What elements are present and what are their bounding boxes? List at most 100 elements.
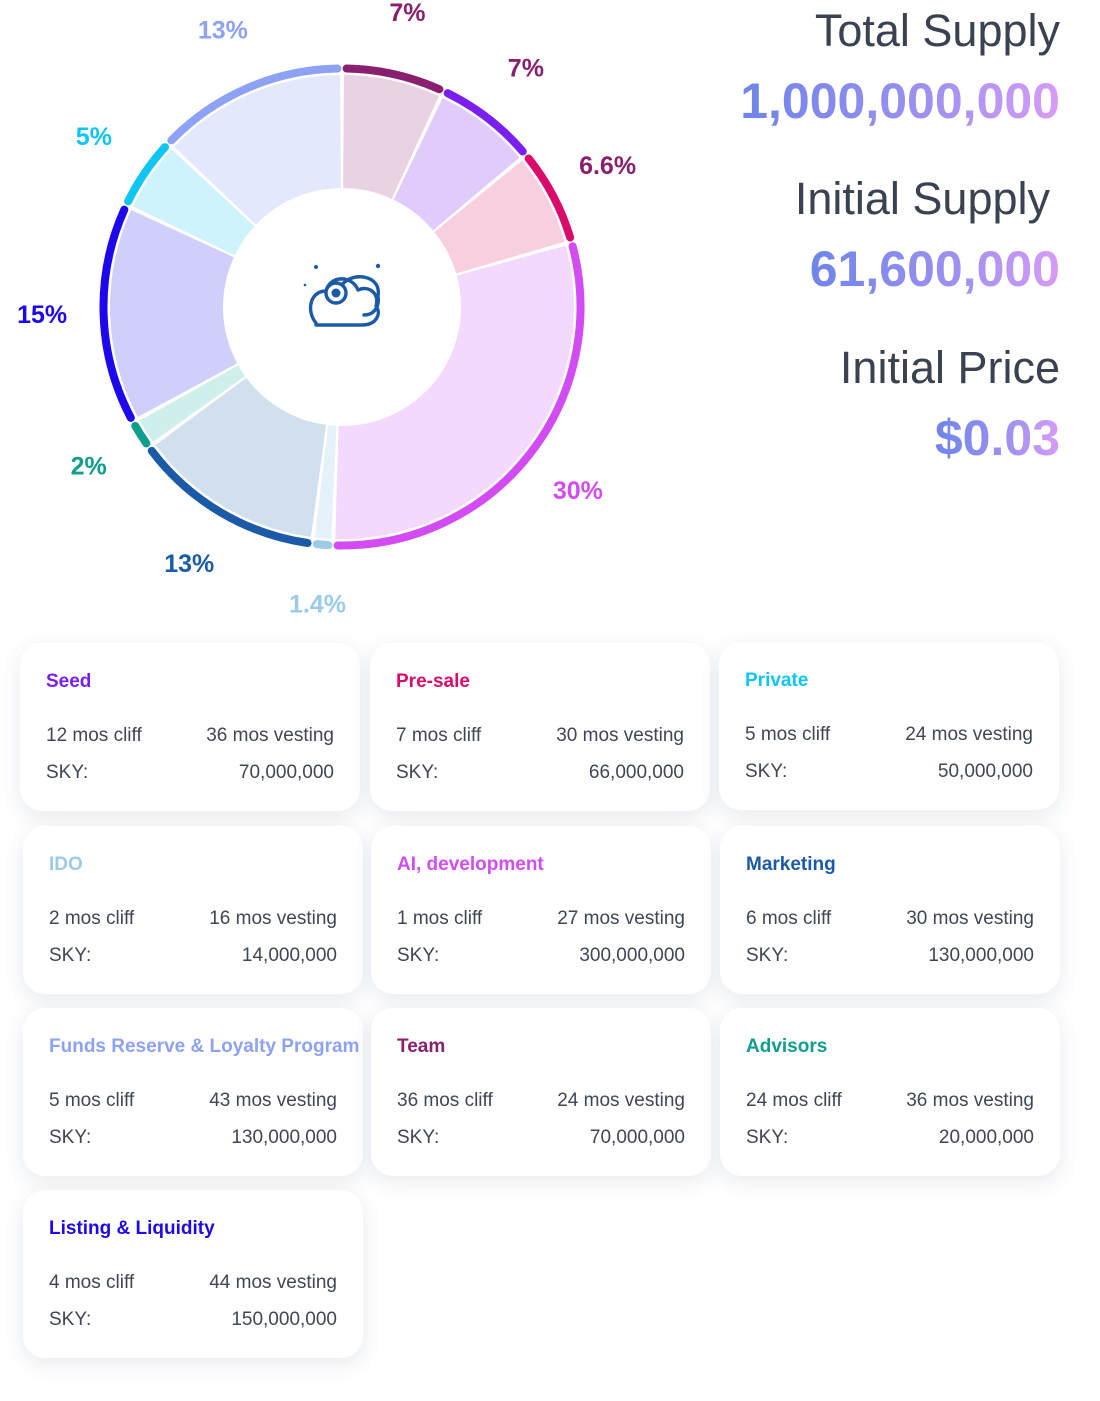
card-amount: 150,000,000	[231, 1309, 337, 1330]
card-title: Advisors	[746, 1036, 828, 1057]
donut-percent-labels: 7% 7% 6.6% 30% 1.4% 13% 2% 15% 5% 13%	[17, 0, 636, 619]
card-sky-label: SKY:	[49, 1309, 92, 1330]
card-cliff: 24 mos cliff	[746, 1090, 842, 1111]
card-vesting: 24 mos vesting	[905, 724, 1033, 745]
slice-fill-ido	[314, 425, 337, 539]
card-sky-label: SKY:	[396, 762, 439, 783]
card-vesting: 30 mos vesting	[906, 908, 1034, 929]
card-sky-label: SKY:	[397, 945, 440, 966]
card-cliff: 12 mos cliff	[46, 725, 142, 746]
card-title: Seed	[46, 671, 92, 692]
slice-band-advisors	[131, 421, 151, 448]
card-title: AI, development	[397, 854, 544, 875]
slice-fill-funds-reserve-loyalty-program	[174, 75, 341, 225]
card-amount: 66,000,000	[588, 762, 684, 783]
cloud-eye-icon	[303, 263, 381, 327]
card-title: Marketing	[746, 854, 836, 875]
slice-fill-team	[343, 75, 439, 199]
slice-fill-listing-liquidity	[109, 210, 238, 417]
card-amount: 50,000,000	[937, 761, 1033, 782]
allocation-card-team: Team 36 mos cliff 24 mos vesting SKY: 70,0…	[371, 1008, 711, 1176]
card-vesting: 43 mos vesting	[209, 1090, 337, 1111]
percent-label-team: 7%	[389, 0, 425, 27]
allocation-card-listing-liquidity: Listing & Liquidity 4 mos cliff 44 mos ve…	[23, 1190, 363, 1358]
card-vesting: 44 mos vesting	[209, 1272, 337, 1293]
card-sky-label: SKY:	[746, 945, 789, 966]
initial-supply-value: 61,600,000	[809, 241, 1060, 297]
slice-fill-ai-development	[335, 245, 575, 539]
allocation-card-seed: Seed 12 mos cliff 36 mos vesting SKY: 70,0…	[20, 643, 360, 811]
percent-label-private: 5%	[76, 123, 112, 151]
percent-label-pre-sale: 6.6%	[579, 152, 636, 180]
card-sky-label: SKY:	[746, 1127, 789, 1148]
card-title: Funds Reserve & Loyalty Program	[49, 1036, 360, 1057]
slice-fill-pre-sale	[434, 160, 565, 274]
card-sky-label: SKY:	[745, 761, 788, 782]
slice-band-pre-sale	[524, 154, 575, 242]
slice-fill-seed	[393, 97, 520, 231]
percent-label-advisors: 2%	[71, 452, 107, 480]
card-vesting: 36 mos vesting	[906, 1090, 1034, 1111]
card-title: IDO	[49, 854, 83, 875]
slice-fill-marketing	[155, 377, 327, 537]
percent-label-seed: 7%	[508, 55, 544, 83]
card-vesting: 30 mos vesting	[556, 725, 684, 746]
slice-band-seed	[443, 89, 527, 156]
initial-price-title: Initial Price	[839, 342, 1060, 393]
allocation-card-ai-development: AI, development 1 mos cliff 27 mos vestin…	[371, 826, 711, 994]
initial-price-value: $0.03	[934, 410, 1060, 466]
card-cliff: 6 mos cliff	[746, 908, 832, 929]
slice-band-private	[124, 143, 170, 206]
card-amount: 20,000,000	[938, 1127, 1034, 1148]
percent-label-funds-reserve-loyalty-program: 13%	[198, 16, 248, 44]
allocation-card-private: Private 5 mos cliff 24 mos vesting SKY: 50…	[719, 642, 1059, 810]
allocation-card-ido: IDO 2 mos cliff 16 mos vesting SKY: 14,000…	[23, 826, 363, 994]
allocation-card-marketing: Marketing 6 mos cliff 30 mos vesting SKY:…	[720, 826, 1060, 994]
card-cliff: 36 mos cliff	[397, 1090, 493, 1111]
slice-band-team	[342, 64, 444, 94]
initial-supply-title: Initial Supply	[794, 173, 1050, 224]
slice-band-marketing	[147, 446, 312, 548]
percent-label-ai-development: 30%	[553, 477, 603, 505]
card-cliff: 1 mos cliff	[397, 908, 483, 929]
allocation-card-funds-reserve: Funds Reserve & Loyalty Program 5 mos cl…	[23, 1008, 363, 1176]
percent-label-listing-liquidity: 15%	[17, 301, 67, 329]
card-sky-label: SKY:	[397, 1127, 440, 1148]
card-amount: 70,000,000	[589, 1127, 685, 1148]
slice-band-listing-liquidity	[99, 205, 135, 422]
total-supply-title: Total Supply	[814, 5, 1060, 56]
slice-band-funds-reserve-loyalty-program	[167, 64, 342, 145]
slice-band-ido	[312, 540, 333, 550]
card-title: Team	[397, 1036, 446, 1057]
card-sky-label: SKY:	[46, 762, 89, 783]
slice-band-ai-development	[333, 242, 585, 550]
total-supply-value: 1,000,000,000	[740, 73, 1060, 129]
card-vesting: 24 mos vesting	[557, 1090, 685, 1111]
card-cliff: 7 mos cliff	[396, 725, 482, 746]
card-title: Listing & Liquidity	[49, 1218, 215, 1239]
card-amount: 130,000,000	[928, 945, 1034, 966]
card-amount: 130,000,000	[231, 1127, 337, 1148]
card-sky-label: SKY:	[49, 1127, 92, 1148]
slice-fill-advisors	[139, 365, 246, 442]
card-cliff: 5 mos cliff	[745, 724, 831, 745]
slice-fill-private	[132, 149, 255, 256]
donut-slices	[99, 64, 585, 550]
donut-chart: 7% 7% 6.6% 30% 1.4% 13% 2% 15% 5% 13%	[17, 0, 636, 619]
percent-label-ido: 1.4%	[289, 591, 346, 619]
allocation-card-pre-sale: Pre-sale 7 mos cliff 30 mos vesting SKY: 6…	[370, 643, 710, 811]
percent-label-marketing: 13%	[164, 550, 214, 578]
card-vesting: 36 mos vesting	[206, 725, 334, 746]
allocation-card-advisors: Advisors 24 mos cliff 36 mos vesting SKY:…	[720, 1008, 1060, 1176]
card-amount: 70,000,000	[238, 762, 334, 783]
card-title: Pre-sale	[396, 671, 470, 692]
card-amount: 300,000,000	[579, 945, 685, 966]
card-cliff: 5 mos cliff	[49, 1090, 135, 1111]
card-sky-label: SKY:	[49, 945, 92, 966]
card-amount: 14,000,000	[241, 945, 337, 966]
card-vesting: 27 mos vesting	[557, 908, 685, 929]
card-title: Private	[745, 670, 809, 691]
card-cliff: 2 mos cliff	[49, 908, 135, 929]
card-vesting: 16 mos vesting	[209, 908, 337, 929]
card-cliff: 4 mos cliff	[49, 1272, 135, 1293]
